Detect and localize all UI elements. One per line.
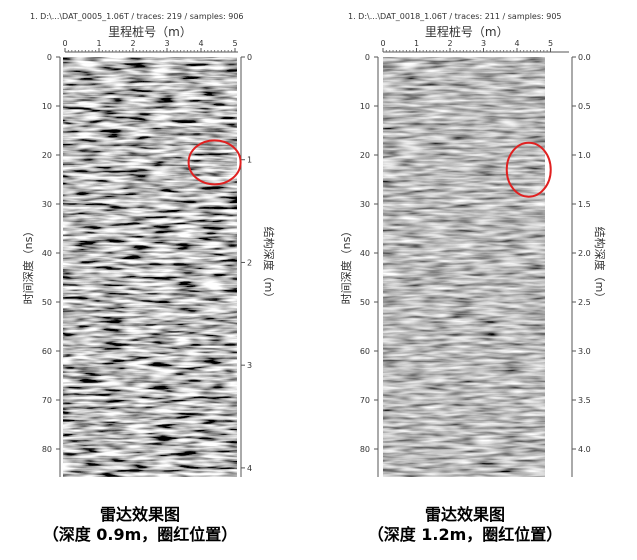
y-tick-label: 70 xyxy=(42,396,52,405)
x-axis-title: 里程桩号（m） xyxy=(108,24,192,39)
header-text: 1. D:\...\DAT_0005_1.06T / traces: 219 /… xyxy=(30,12,244,21)
y2-tick-label: 3.0 xyxy=(578,347,591,356)
y2-tick-label: 0.5 xyxy=(578,102,591,111)
y-tick-label: 60 xyxy=(42,347,52,356)
y-tick-label: 0 xyxy=(47,53,52,62)
caption-left: 雷达效果图 （深度 0.9m，圈红位置） xyxy=(40,505,240,545)
y-tick-label: 70 xyxy=(360,396,370,405)
y-tick-label: 80 xyxy=(42,445,52,454)
caption-right: 雷达效果图 （深度 1.2m，圈红位置） xyxy=(365,505,565,545)
y-tick-label: 50 xyxy=(42,298,52,307)
caption-note: （深度 0.9m，圈红位置） xyxy=(42,525,238,544)
y2-axis-title: 结构深度（m） xyxy=(593,227,607,304)
y2-tick-label: 2 xyxy=(247,258,252,267)
x-tick-label: 3 xyxy=(164,39,169,48)
caption-note: （深度 1.2m，圈红位置） xyxy=(367,525,563,544)
y-tick-label: 40 xyxy=(42,249,52,258)
radar-image xyxy=(63,57,237,477)
y2-tick-label: 2.5 xyxy=(578,298,591,307)
x-tick-label: 1 xyxy=(96,39,101,48)
y-tick-label: 20 xyxy=(360,151,370,160)
x-tick-label: 0 xyxy=(380,39,385,48)
caption-title: 雷达效果图 xyxy=(424,505,505,524)
x-tick-label: 4 xyxy=(198,39,203,48)
y-tick-label: 0 xyxy=(365,53,370,62)
y-tick-label: 30 xyxy=(360,200,370,209)
y2-tick-label: 3 xyxy=(247,361,252,370)
y2-axis-title: 结构深度（m） xyxy=(262,227,276,304)
y2-tick-label: 0 xyxy=(247,53,252,62)
highlight-circle xyxy=(505,141,552,198)
x-tick-label: 3 xyxy=(481,39,486,48)
x-tick-label: 1 xyxy=(414,39,419,48)
x-tick-label: 2 xyxy=(447,39,452,48)
y-tick-label: 50 xyxy=(360,298,370,307)
header-text: 1. D:\...\DAT_0018_1.06T / traces: 211 /… xyxy=(348,12,562,21)
radargram-right: 1. D:\...\DAT_0018_1.06T / traces: 211 /… xyxy=(339,12,607,477)
y-tick-label: 10 xyxy=(360,102,370,111)
y2-tick-label: 4 xyxy=(247,464,252,473)
y2-tick-label: 4.0 xyxy=(578,445,591,454)
y-tick-label: 80 xyxy=(360,445,370,454)
x-tick-label: 2 xyxy=(130,39,135,48)
highlight-circle xyxy=(187,139,242,186)
radar-image xyxy=(383,57,545,477)
y2-tick-label: 1 xyxy=(247,156,252,165)
y-tick-label: 40 xyxy=(360,249,370,258)
y-tick-label: 20 xyxy=(42,151,52,160)
y2-tick-label: 1.5 xyxy=(578,200,591,209)
y-axis-title: 时间深度（ns） xyxy=(21,226,35,305)
x-tick-label: 0 xyxy=(62,39,67,48)
y2-tick-label: 1.0 xyxy=(578,151,591,160)
x-axis-title: 里程桩号（m） xyxy=(425,24,509,39)
x-tick-label: 5 xyxy=(232,39,237,48)
y2-tick-label: 0.0 xyxy=(578,53,591,62)
x-tick-label: 5 xyxy=(548,39,553,48)
y-tick-label: 10 xyxy=(42,102,52,111)
y-tick-label: 30 xyxy=(42,200,52,209)
x-tick-label: 4 xyxy=(514,39,519,48)
y2-tick-label: 3.5 xyxy=(578,396,591,405)
y2-tick-label: 2.0 xyxy=(578,249,591,258)
radargram-left: 1. D:\...\DAT_0005_1.06T / traces: 219 /… xyxy=(21,12,276,477)
y-tick-label: 60 xyxy=(360,347,370,356)
caption-title: 雷达效果图 xyxy=(99,505,180,524)
y-axis-title: 时间深度（ns） xyxy=(339,226,353,305)
